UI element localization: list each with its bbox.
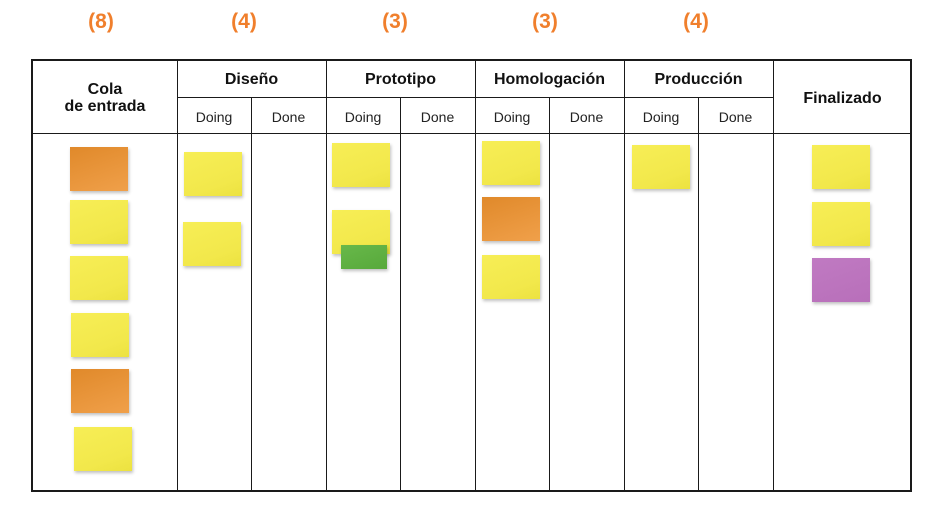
wip-limit-diseno: (4)	[231, 10, 257, 33]
divider	[33, 133, 910, 134]
sticky-note-yellow[interactable]	[183, 222, 241, 266]
divider	[773, 61, 774, 490]
subcolumn-doing: Doing	[344, 109, 382, 125]
column-header-homologacion: Homologación	[493, 71, 606, 88]
sticky-note-purple[interactable]	[812, 258, 870, 302]
sticky-note-yellow[interactable]	[184, 152, 242, 196]
divider	[624, 61, 625, 490]
sticky-note-yellow[interactable]	[812, 202, 870, 246]
sticky-note-yellow[interactable]	[74, 427, 132, 471]
subcolumn-done: Done	[718, 109, 753, 125]
wip-limit-prototipo: (3)	[382, 10, 408, 33]
sticky-note-yellow[interactable]	[332, 143, 390, 187]
sticky-note-yellow[interactable]	[812, 145, 870, 189]
subcolumn-done: Done	[420, 109, 455, 125]
sticky-note-orange[interactable]	[70, 147, 128, 191]
sticky-note-orange[interactable]	[71, 369, 129, 413]
subcolumn-done: Done	[271, 109, 306, 125]
sticky-note-yellow[interactable]	[71, 313, 129, 357]
kanban-board: Cola de entrada Diseño Prototipo Homolog…	[31, 59, 912, 492]
sticky-note-yellow[interactable]	[70, 200, 128, 244]
divider	[698, 97, 699, 490]
sticky-note-yellow[interactable]	[70, 256, 128, 300]
divider	[326, 61, 327, 490]
column-header-finalizado: Finalizado	[803, 90, 882, 107]
divider	[251, 97, 252, 490]
divider	[177, 61, 178, 490]
wip-limit-homologacion: (3)	[532, 10, 558, 33]
sticky-note-orange[interactable]	[482, 197, 540, 241]
subcolumn-doing: Doing	[493, 109, 531, 125]
divider	[177, 97, 773, 98]
sticky-note-green[interactable]	[341, 245, 387, 269]
column-header-diseno: Diseño	[224, 71, 279, 88]
wip-limit-produccion: (4)	[683, 10, 709, 33]
divider	[549, 97, 550, 490]
wip-limit-cola: (8)	[88, 10, 114, 33]
column-header-produccion: Producción	[654, 71, 743, 88]
subcolumn-done: Done	[569, 109, 604, 125]
divider	[400, 97, 401, 490]
subcolumn-doing: Doing	[195, 109, 233, 125]
sticky-note-yellow[interactable]	[482, 141, 540, 185]
column-header-prototipo: Prototipo	[364, 71, 437, 88]
subcolumn-doing: Doing	[642, 109, 680, 125]
sticky-note-yellow[interactable]	[632, 145, 690, 189]
column-header-cola: Cola de entrada	[64, 81, 146, 115]
divider	[475, 61, 476, 490]
sticky-note-yellow[interactable]	[482, 255, 540, 299]
